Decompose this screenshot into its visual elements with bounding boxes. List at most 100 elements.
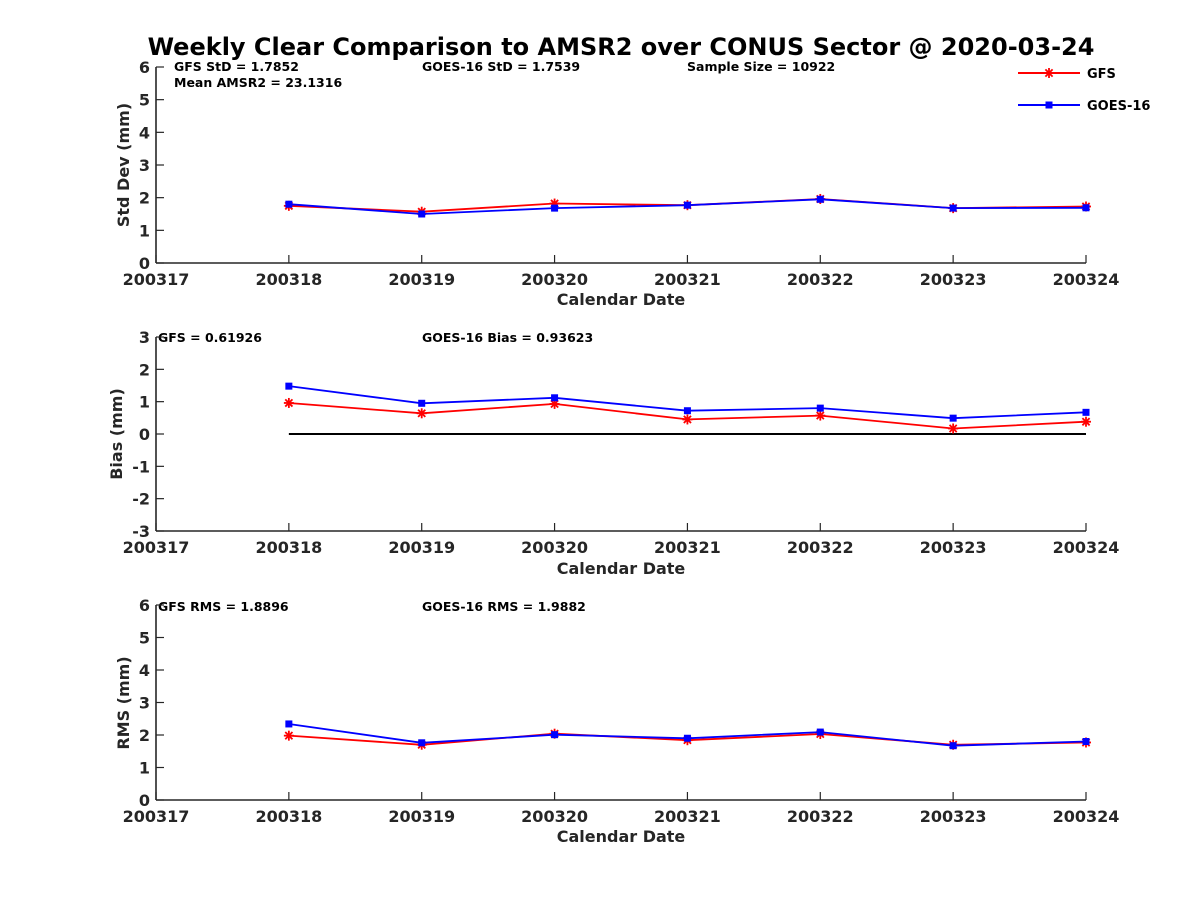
std-series-goes-16-point-4-shape	[816, 195, 824, 203]
rms-x-tick-label-3: 200320	[521, 807, 588, 826]
bias-series-goes-16-point-4	[816, 404, 824, 412]
std-series-goes-16-point-2-shape	[551, 204, 559, 212]
rms-y-axis-label: RMS (mm)	[114, 656, 133, 749]
bias-series-goes-16-point-6	[1082, 408, 1090, 416]
bias-series-goes-16-point-2	[551, 394, 559, 402]
std-x-axis-label: Calendar Date	[557, 290, 686, 309]
rms-series-goes-16-point-5	[949, 742, 957, 750]
bias-series-goes-16-point-0-shape	[285, 382, 293, 390]
std-annotation-mean-amsr2: Mean AMSR2 = 23.1316	[174, 75, 342, 90]
rms-x-tick-label-1: 200318	[255, 807, 322, 826]
std-x-tick-label-7: 200324	[1053, 270, 1120, 289]
std-series-goes-16-point-5-shape	[949, 204, 957, 212]
legend-gfs-marker-glyph	[1044, 68, 1054, 78]
bias-series-gfs-point-0	[283, 397, 294, 408]
bias-series-gfs-point-6	[1081, 416, 1091, 427]
rms-series-goes-16-point-6-shape	[1082, 738, 1090, 745]
rms-x-tick-label-4: 200321	[654, 807, 721, 826]
bias-y-tick-label-0: -3	[132, 522, 150, 541]
std-series-goes-16-point-0	[285, 200, 293, 208]
bias-series-goes-16-point-5	[949, 414, 957, 422]
std-y-tick-label-1: 1	[139, 221, 150, 240]
bias-series-goes-16-point-6-shape	[1082, 408, 1090, 416]
legend: GFS GOES-16	[1018, 67, 1150, 114]
std-x-tick-label-1: 200318	[255, 270, 322, 289]
bias-series-goes-16-point-4-shape	[816, 404, 824, 412]
rms-series-goes-16-point-0	[285, 720, 293, 728]
std-x-tick-label-6: 200323	[920, 270, 987, 289]
bias-series-goes-16-point-5-shape	[949, 414, 957, 422]
bias-series-goes-16-point-1-shape	[418, 399, 426, 407]
rms-series-goes-16-point-1-shape	[418, 739, 426, 747]
legend-gfs-marker-glyph-stroke-3	[1044, 68, 1054, 78]
bias-series-gfs-point-3-stroke-3	[683, 415, 692, 424]
bias-series-gfs-point-6-stroke-3	[1081, 417, 1091, 426]
bias-y-tick-label-5: 2	[139, 360, 150, 379]
rms-series-gfs-point-0-stroke-3	[284, 731, 294, 740]
rms-y-tick-label-3: 3	[139, 694, 150, 713]
rms-y-tick-label-2: 2	[139, 726, 150, 745]
bias-x-tick-label-1: 200318	[255, 538, 322, 557]
rms-series-goes-16-point-2-shape	[551, 731, 559, 739]
bias-series-goes-16-point-0	[285, 382, 293, 390]
bias-x-tick-label-0: 200317	[123, 538, 190, 557]
bias-series-goes-16-point-2-shape	[551, 394, 559, 402]
std-annotation-gfs-std: GFS StD = 1.7852	[174, 59, 299, 74]
rms-y-tick-label-6: 6	[139, 596, 150, 615]
rms-panel: GFS RMS = 1.8896 GOES-16 RMS = 1.9882 Ca…	[114, 596, 1119, 846]
std-y-axis-label: Std Dev (mm)	[114, 103, 133, 227]
rms-y-tick-label-4: 4	[139, 661, 150, 680]
bias-y-axis-label: Bias (mm)	[107, 388, 126, 480]
bias-x-tick-label-6: 200323	[920, 538, 987, 557]
std-x-tick-label-3: 200320	[521, 270, 588, 289]
bias-x-tick-label-4: 200321	[654, 538, 721, 557]
legend-goes-marker-glyph	[1045, 101, 1053, 109]
std-dev-panel: GFS StD = 1.7852 Mean AMSR2 = 23.1316 GO…	[114, 58, 1119, 309]
std-x-tick-label-5: 200322	[787, 270, 854, 289]
bias-series-gfs-point-5	[948, 423, 959, 434]
bias-y-tick-label-4: 1	[139, 393, 150, 412]
std-series-goes-16-point-1-shape	[418, 210, 426, 218]
bias-series-gfs-point-2-stroke-3	[550, 399, 559, 409]
legend-goes-marker	[1045, 101, 1053, 109]
std-annotation-sample-size: Sample Size = 10922	[687, 59, 835, 74]
std-series-goes-16-point-5	[949, 204, 957, 212]
rms-series-goes-16-point-5-shape	[949, 742, 957, 750]
rms-series-goes-16-point-6	[1082, 738, 1090, 745]
rms-x-tick-label-7: 200324	[1053, 807, 1120, 826]
std-x-tick-label-2: 200319	[388, 270, 455, 289]
rms-x-tick-label-0: 200317	[123, 807, 190, 826]
std-y-tick-label-4: 4	[139, 123, 150, 142]
bias-y-tick-label-2: -1	[132, 457, 150, 476]
rms-annotation-goes: GOES-16 RMS = 1.9882	[422, 599, 586, 614]
rms-x-tick-label-6: 200323	[920, 807, 987, 826]
bias-series-gfs-point-4-stroke-3	[816, 411, 825, 420]
rms-y-tick-label-0: 0	[139, 791, 150, 810]
rms-series-goes-16-point-4-shape	[816, 728, 824, 736]
std-y-tick-label-0: 0	[139, 254, 150, 273]
rms-series-goes-16-point-1	[418, 739, 426, 747]
bias-y-tick-label-6: 3	[139, 328, 150, 347]
rms-series-goes-16-point-4	[816, 728, 824, 736]
std-y-tick-label-6: 6	[139, 58, 150, 77]
rms-series-goes-16-point-0-shape	[285, 720, 293, 728]
rms-x-tick-label-2: 200319	[388, 807, 455, 826]
legend-goes-marker-glyph-shape	[1045, 101, 1053, 109]
rms-series-goes-16-point-3-shape	[683, 734, 691, 742]
std-annotation-goes-std: GOES-16 StD = 1.7539	[422, 59, 580, 74]
rms-y-tick-label-1: 1	[139, 759, 150, 778]
rms-annotation-gfs: GFS RMS = 1.8896	[158, 599, 289, 614]
std-series-goes-16-point-6	[1082, 204, 1090, 212]
rms-series-goes-16-point-3	[683, 734, 691, 742]
std-series-goes-16-point-2	[551, 204, 559, 212]
rms-series-gfs-point-0	[283, 730, 294, 741]
bias-x-tick-label-2: 200319	[388, 538, 455, 557]
rms-series-goes-16-point-2	[551, 731, 559, 739]
rms-x-axis-label: Calendar Date	[557, 827, 686, 846]
bias-series-goes-16-point-1	[418, 399, 426, 407]
bias-annotation-gfs: GFS = 0.61926	[158, 330, 262, 345]
chart-title: Weekly Clear Comparison to AMSR2 over CO…	[148, 33, 1095, 61]
bias-series-goes-16-point-3	[683, 407, 691, 415]
bias-y-tick-label-1: -2	[132, 490, 150, 509]
